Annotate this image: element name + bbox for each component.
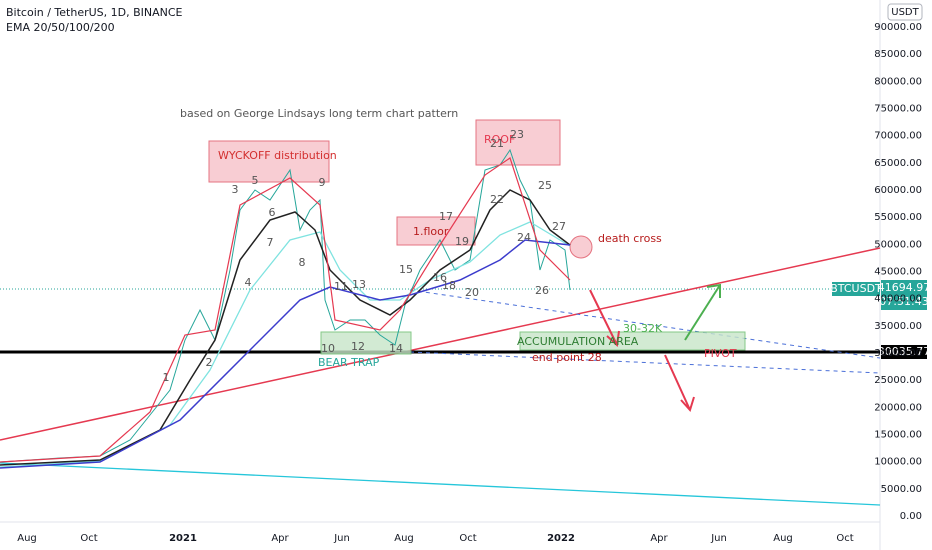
wave-label: 16: [433, 271, 447, 284]
price-label: 5000.00: [881, 484, 922, 495]
level-tag: [881, 345, 927, 359]
price-label: 0.00: [900, 511, 922, 522]
time-label: 2021: [169, 533, 197, 544]
dashed-line: [409, 289, 881, 359]
ema-line: [0, 157, 571, 463]
annotation: end point 28: [532, 351, 602, 364]
symbol-tag: [832, 282, 880, 296]
wave-label: 13: [352, 278, 366, 291]
price-label: 15000.00: [874, 430, 922, 441]
price-label: 85000.00: [874, 49, 922, 60]
arrow: [664, 354, 695, 412]
time-label: Apr: [650, 533, 668, 544]
wave-label: 20: [465, 286, 479, 299]
accumulation-box: [519, 331, 746, 351]
annotation: 30-32K: [623, 322, 663, 335]
price-label: 50000.00: [874, 239, 922, 250]
ema-line: [0, 221, 571, 468]
price-label: 75000.00: [874, 104, 922, 115]
ema-line: [0, 239, 571, 469]
wave-label: 4: [245, 276, 252, 289]
wave-label: 15: [399, 263, 413, 276]
currency[interactable]: USDT: [891, 7, 919, 18]
indicator: EMA 20/50/100/200: [6, 21, 115, 34]
wave-label: 12: [351, 340, 365, 353]
currency-button[interactable]: [887, 3, 923, 21]
roof-box: [475, 119, 561, 166]
wyckoff-box: [208, 140, 330, 183]
death-cross-marker: [569, 235, 593, 259]
annotation: BEAR TRAP: [318, 356, 380, 369]
price-label: 55000.00: [874, 212, 922, 223]
wave-label: 5: [252, 174, 259, 187]
annotation: ACCUMULATION AREA: [517, 335, 639, 348]
annotation: WYCKOFF distribution: [218, 149, 337, 162]
symbol: Bitcoin / TetherUS, 1D, BINANCE: [6, 6, 183, 19]
time-label: Jun: [333, 533, 350, 544]
wave-label: 8: [299, 256, 306, 269]
time-label: Oct: [836, 533, 853, 544]
price-label: 90000.00: [874, 22, 922, 33]
wave-label: 17: [439, 210, 453, 223]
arrow: [589, 289, 620, 347]
time-label: Aug: [17, 533, 37, 544]
wave-label: 7: [267, 236, 274, 249]
price-tag-text: 41694.97: [878, 281, 931, 294]
time-label: Jun: [710, 533, 727, 544]
wave-label: 2: [206, 356, 213, 369]
wave-label: 18: [442, 279, 456, 292]
wave-label: 25: [538, 179, 552, 192]
dashed-line: [409, 351, 881, 374]
price-label: 45000.00: [874, 267, 922, 278]
wave-label: 14: [389, 342, 403, 355]
annotation: PIVOT: [704, 347, 737, 360]
price-label: 10000.00: [874, 457, 922, 468]
wave-label: 21: [490, 137, 504, 150]
time-label: Oct: [80, 533, 97, 544]
annotation: 1.floor: [413, 225, 449, 238]
price-label: 30000.00: [874, 348, 922, 359]
price-label: 25000.00: [874, 375, 922, 386]
level-tag-text: 30035.77: [878, 345, 931, 358]
wave-label: 6: [269, 206, 276, 219]
countdown: 07:51:43: [879, 295, 928, 308]
price-label: 60000.00: [874, 185, 922, 196]
symbol-tag-text: BTCUSDT: [830, 282, 882, 295]
price-path: [0, 148, 571, 463]
wave-label: 1: [163, 371, 170, 384]
wave-label: 27: [552, 220, 566, 233]
time-label: Oct: [459, 533, 476, 544]
trend-line: [0, 462, 881, 506]
annotation: ROOF: [484, 133, 515, 146]
arrow: [684, 283, 721, 341]
note: based on George Lindsays long term chart…: [180, 107, 458, 120]
trend-line: [0, 247, 881, 441]
time-label: Aug: [394, 533, 414, 544]
price-label: 40000.00: [874, 294, 922, 305]
price-tag: [881, 280, 927, 310]
price-label: 20000.00: [874, 402, 922, 413]
wave-label: 23: [510, 128, 524, 141]
time-label: Aug: [773, 533, 793, 544]
wave-label: 10: [321, 342, 335, 355]
wave-label: 9: [319, 176, 326, 189]
price-label: 65000.00: [874, 158, 922, 169]
wave-label: 24: [517, 231, 531, 244]
ema-line: [0, 189, 571, 466]
price-label: 80000.00: [874, 76, 922, 87]
annotation: death cross: [598, 232, 662, 245]
time-label: Apr: [271, 533, 289, 544]
price-label: 35000.00: [874, 321, 922, 332]
wave-label: 19: [455, 235, 469, 248]
wave-label: 22: [490, 193, 504, 206]
time-label: 2022: [547, 533, 575, 544]
price-label: 70000.00: [874, 131, 922, 142]
wave-label: 26: [535, 284, 549, 297]
wave-label: 11: [334, 280, 348, 293]
bear-trap-box: [320, 331, 412, 355]
wave-label: 3: [232, 183, 239, 196]
